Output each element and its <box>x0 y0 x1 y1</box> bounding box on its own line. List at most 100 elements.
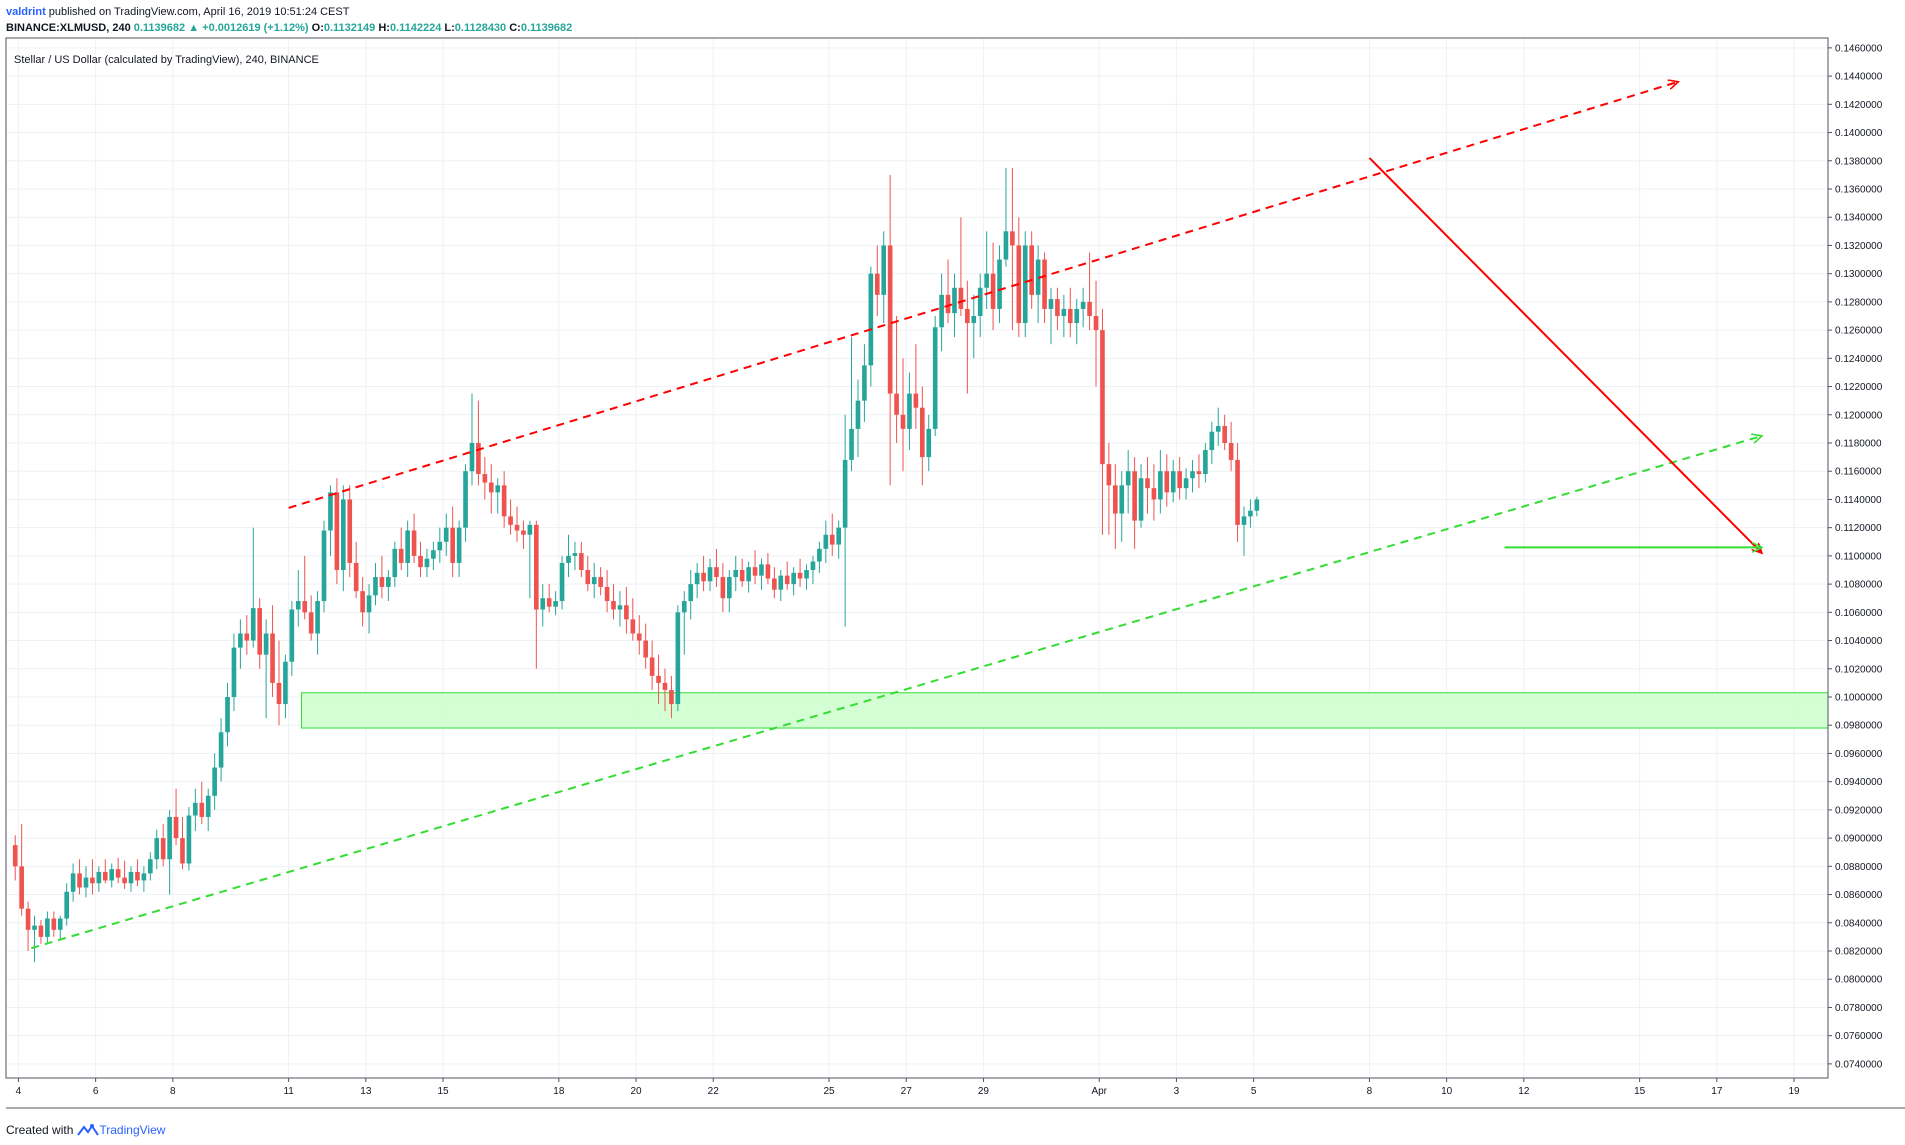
time-tick-label: 12 <box>1518 1086 1530 1097</box>
candle-body <box>231 647 237 697</box>
candle <box>1177 457 1182 500</box>
candle <box>566 534 571 578</box>
candle-body <box>662 682 668 690</box>
candle-body <box>939 294 944 328</box>
candle-body <box>57 918 63 930</box>
candle-body <box>1022 245 1028 324</box>
price-axis[interactable]: 0.1460000 0.1440000 0.1420000 0.1400000 0.13… <box>1828 43 1883 1070</box>
candle-body <box>604 586 610 602</box>
chart-header: valdrint published on TradingView.com, A… <box>6 4 572 36</box>
candle-body <box>1164 471 1170 493</box>
candle <box>1158 450 1163 514</box>
candle <box>611 584 616 620</box>
price-chart[interactable]: 0.1460000 0.1440000 0.1420000 0.1400000 0.13… <box>0 0 1905 1120</box>
price-tick-label: 0.0960000 <box>1835 749 1883 760</box>
candle <box>443 513 449 556</box>
price-tick-label: 0.1420000 <box>1835 100 1883 111</box>
candle-body <box>77 873 82 888</box>
candle <box>257 598 262 669</box>
candle-body <box>289 609 295 662</box>
time-tick-label: 8 <box>1367 1086 1373 1097</box>
candle <box>1222 414 1227 451</box>
candle <box>456 520 462 578</box>
candle <box>617 591 623 627</box>
candle-body <box>12 845 18 867</box>
candle-body <box>321 530 327 602</box>
candle <box>1196 454 1202 489</box>
candle-body <box>1055 299 1060 316</box>
candle <box>604 569 610 613</box>
candle-body <box>868 273 874 366</box>
candle-body <box>411 530 417 556</box>
trendlines-layer <box>31 82 1762 950</box>
candle-body <box>96 871 102 884</box>
candle-body <box>1061 308 1067 316</box>
time-tick-label: 4 <box>16 1086 22 1097</box>
candle-body <box>19 866 24 909</box>
candle <box>263 619 269 719</box>
candle <box>939 273 944 352</box>
candle <box>900 358 906 472</box>
candle-body <box>1145 478 1150 489</box>
candle-body <box>630 619 636 634</box>
candle-body <box>25 908 31 930</box>
candle <box>488 464 494 514</box>
candle <box>360 577 365 627</box>
candle <box>1042 252 1047 324</box>
candle <box>418 541 423 578</box>
time-axis[interactable]: 4 6 8 11 13 15 18 20 22 25 27 29 Apr 3 5 8 10 12 15 17 19 <box>16 1078 1800 1097</box>
candle-body <box>373 577 378 596</box>
candle <box>823 520 829 563</box>
candle <box>874 245 880 316</box>
author-link[interactable]: valdrint <box>6 6 46 18</box>
candle <box>19 823 24 916</box>
candle <box>141 866 147 892</box>
candle-body <box>1209 431 1215 451</box>
price-tick-label: 0.0800000 <box>1835 975 1883 986</box>
candle-body <box>829 534 835 545</box>
candle <box>411 513 417 563</box>
last-price: 0.1139682 <box>133 22 186 34</box>
candle-body <box>218 732 224 768</box>
candle-body <box>270 633 275 683</box>
candle-body <box>424 558 430 568</box>
price-tick-label: 0.1060000 <box>1835 608 1883 619</box>
candle <box>225 682 230 747</box>
candle <box>83 866 89 898</box>
candle <box>424 548 430 578</box>
price-tick-label: 0.0760000 <box>1835 1031 1883 1042</box>
candle-body <box>990 273 996 309</box>
candle <box>334 478 340 585</box>
candle <box>495 478 501 514</box>
price-tick-label: 0.0740000 <box>1835 1059 1883 1070</box>
candle-body <box>958 287 964 309</box>
candle <box>656 654 661 705</box>
candle-body <box>836 527 841 545</box>
candle-body <box>849 428 854 460</box>
time-tick-label: 20 <box>630 1086 642 1097</box>
tradingview-link[interactable]: TradingView <box>77 1123 165 1137</box>
candle-body <box>720 577 726 599</box>
candle <box>720 562 726 613</box>
candle <box>579 541 584 578</box>
candle <box>778 569 784 602</box>
candle <box>218 718 224 782</box>
candle-body <box>1125 471 1131 486</box>
candle <box>1074 299 1080 345</box>
candle-body <box>797 572 803 579</box>
candle-body <box>295 601 301 610</box>
candle-body <box>984 273 989 288</box>
candle-body <box>900 414 906 429</box>
price-tick-label: 0.1140000 <box>1835 495 1882 506</box>
candle-body <box>842 459 848 528</box>
candle <box>1248 499 1253 528</box>
candle <box>636 615 642 655</box>
candle <box>868 266 874 387</box>
candle-body <box>681 601 687 613</box>
created-with-text: Created with <box>6 1123 74 1137</box>
candle-body <box>109 869 115 881</box>
candle-body <box>624 605 629 620</box>
candle-body <box>328 492 333 531</box>
candle <box>199 781 205 824</box>
chart-grid <box>6 38 1828 1078</box>
